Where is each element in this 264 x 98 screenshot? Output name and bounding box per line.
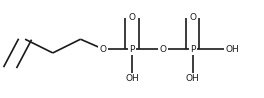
Text: OH: OH bbox=[186, 74, 200, 83]
Text: P: P bbox=[129, 44, 135, 54]
Text: O: O bbox=[189, 13, 196, 22]
Text: O: O bbox=[129, 13, 135, 22]
Text: O: O bbox=[100, 44, 106, 54]
Text: O: O bbox=[129, 13, 135, 22]
Text: P: P bbox=[190, 44, 195, 54]
Text: OH: OH bbox=[225, 44, 239, 54]
Text: P: P bbox=[190, 44, 195, 54]
Text: OH: OH bbox=[186, 74, 200, 83]
Text: O: O bbox=[160, 44, 167, 54]
Text: O: O bbox=[160, 44, 167, 54]
Text: P: P bbox=[129, 44, 135, 54]
Text: OH: OH bbox=[125, 74, 139, 83]
Text: OH: OH bbox=[125, 74, 139, 83]
Text: O: O bbox=[189, 13, 196, 22]
Text: O: O bbox=[100, 44, 106, 54]
Text: OH: OH bbox=[225, 44, 239, 54]
